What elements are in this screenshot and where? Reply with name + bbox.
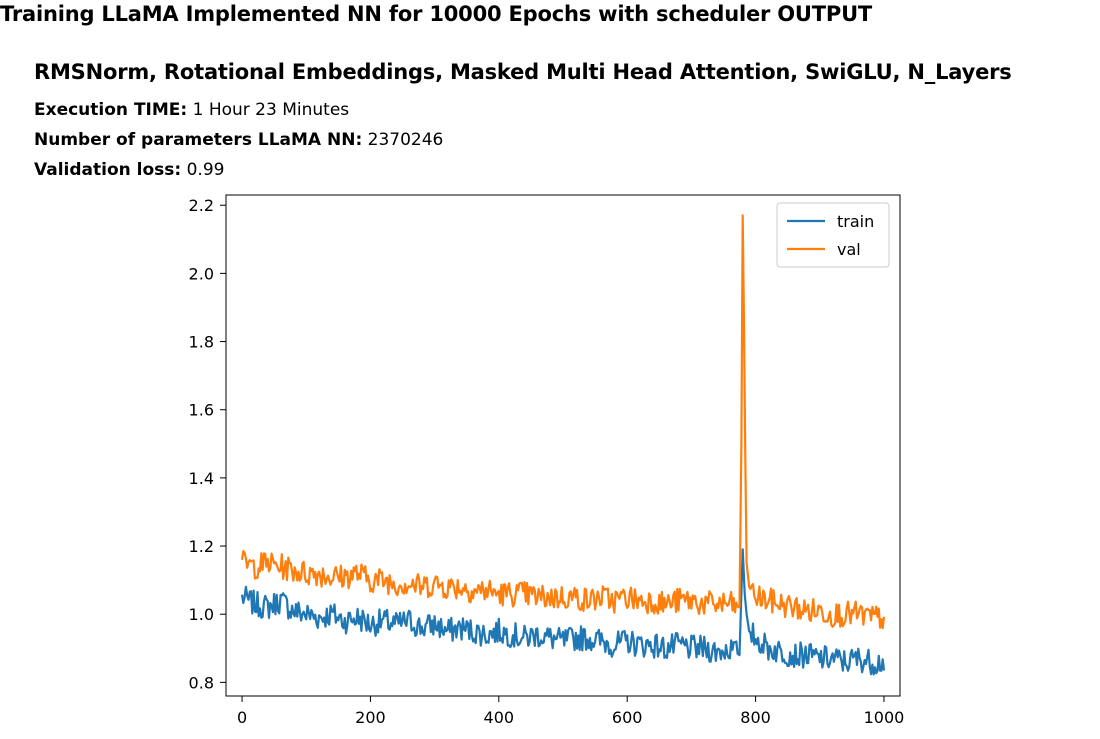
legend-label-val: val (837, 240, 861, 259)
y-tick-label: 1.6 (189, 401, 214, 420)
plot-frame (225, 194, 901, 697)
x-tick-label: 600 (612, 708, 643, 727)
execution-time-value: 1 Hour 23 Minutes (192, 100, 350, 120)
page-subtitle: RMSNorm, Rotational Embeddings, Masked M… (34, 60, 1012, 84)
series-line-val (240, 214, 886, 630)
legend-box (776, 202, 890, 268)
legend-label-train: train (837, 212, 874, 231)
validation-loss-row: Validation loss: 0.99 (34, 160, 224, 180)
y-tick-label: 2.2 (189, 196, 214, 215)
page-title: Training LLaMA Implemented NN for 10000 … (0, 2, 873, 26)
execution-time-label: Execution TIME: (34, 100, 188, 120)
x-tick-label: 800 (740, 708, 771, 727)
y-tick-label: 1.2 (189, 537, 214, 556)
x-tick-label: 0 (237, 708, 247, 727)
series-line-train (240, 548, 886, 676)
validation-loss-label: Validation loss: (34, 160, 182, 180)
x-tick-label: 1000 (864, 708, 905, 727)
y-tick-label: 1.8 (189, 333, 214, 352)
parameter-count-row: Number of parameters LLaMA NN: 2370246 (34, 130, 443, 150)
validation-loss-value: 0.99 (186, 160, 225, 180)
y-tick-label: 1.0 (189, 605, 214, 624)
parameter-count-label: Number of parameters LLaMA NN: (34, 130, 363, 150)
y-tick-label: 0.8 (189, 673, 214, 692)
x-tick-label: 200 (355, 708, 386, 727)
execution-time-row: Execution TIME: 1 Hour 23 Minutes (34, 100, 349, 120)
y-tick-label: 1.4 (189, 469, 214, 488)
parameter-count-value: 2370246 (367, 130, 444, 150)
x-tick-label: 400 (484, 708, 515, 727)
y-tick-label: 2.0 (189, 264, 214, 283)
